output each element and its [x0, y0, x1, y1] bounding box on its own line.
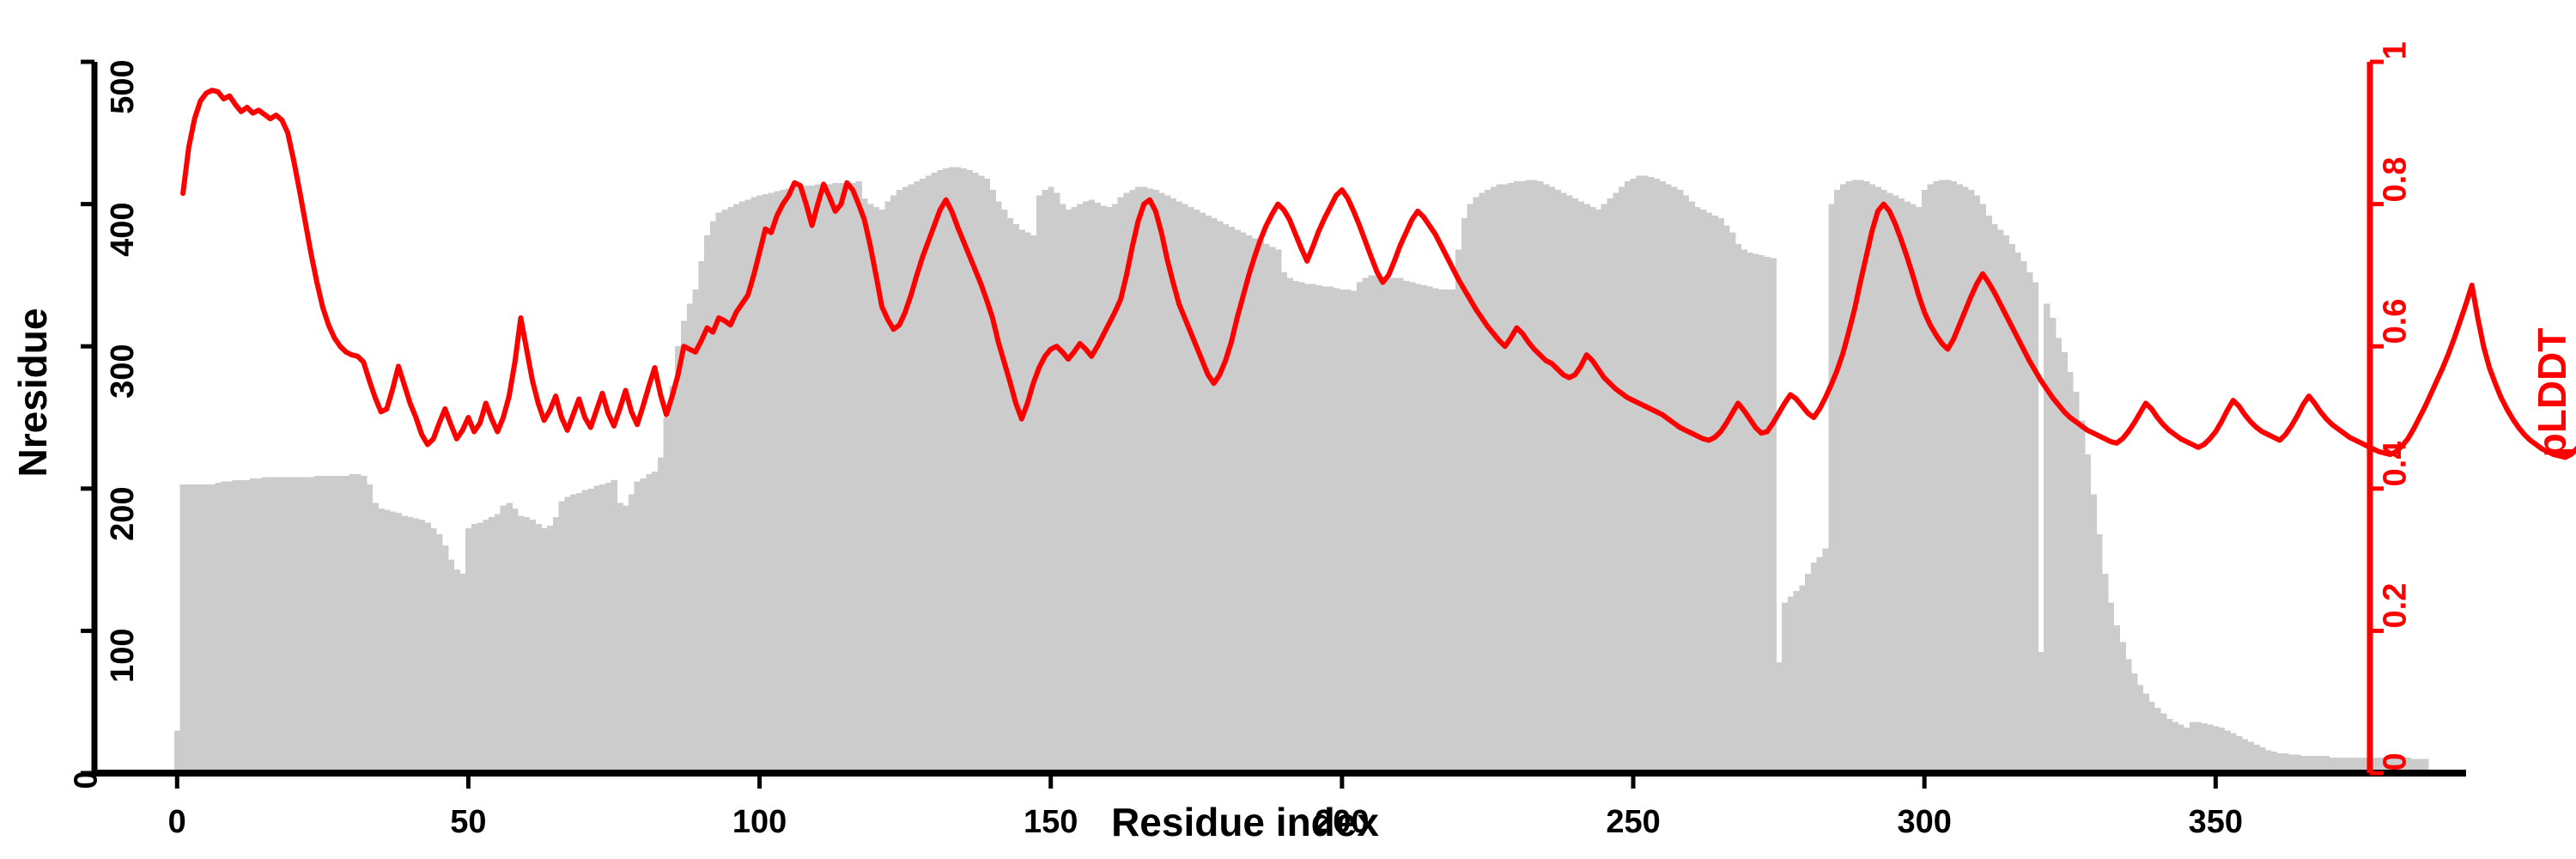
y-axis-left-title: Nresidue — [10, 308, 55, 478]
axes-lines — [81, 59, 2466, 789]
y-axis-right-tick-0.8: 0.8 — [2377, 156, 2414, 203]
y-axis-left-tick-0: 0 — [68, 771, 105, 789]
y-axis-left-tick-200: 200 — [104, 486, 141, 541]
line-series-plddt — [180, 88, 2576, 460]
x-axis-tick-350: 350 — [2188, 804, 2244, 840]
x-axis-tick-100: 100 — [732, 804, 787, 840]
y-axis-right-title: pLDDT — [2530, 327, 2574, 458]
y-axis-right-tick-0.2: 0.2 — [2377, 583, 2414, 629]
y-axis-right-tick-0.6: 0.6 — [2377, 298, 2414, 344]
x-axis-tick-0: 0 — [167, 804, 186, 840]
x-axis-tick-150: 150 — [1024, 804, 1078, 840]
y-axis-left-tick-400: 400 — [104, 202, 141, 257]
x-axis-tick-300: 300 — [1897, 804, 1952, 840]
y-axis-left-tick-300: 300 — [104, 344, 141, 399]
y-axis-left-tick-500: 500 — [104, 59, 141, 114]
bar-series-nresidue — [173, 167, 2429, 774]
x-axis-title: Residue index — [1111, 800, 1379, 844]
x-axis-tick-50: 50 — [450, 804, 487, 840]
x-axis-tick-200: 200 — [1315, 804, 1370, 840]
y-axis-right-tick-0.4: 0.4 — [2377, 441, 2414, 487]
y-axis-right-tick-0: 0 — [2377, 752, 2414, 771]
x-axis-tick-250: 250 — [1606, 804, 1661, 840]
y-axis-right-tick-1: 1 — [2377, 41, 2414, 60]
y-axis-left-tick-100: 100 — [104, 628, 141, 684]
